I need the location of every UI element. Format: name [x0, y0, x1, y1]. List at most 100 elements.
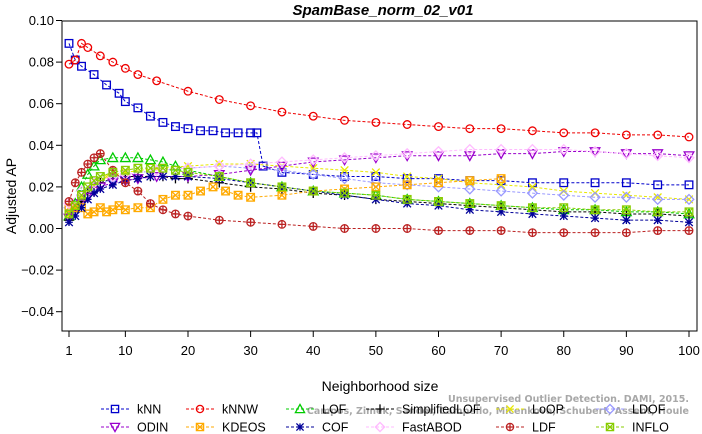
- data-point: [371, 168, 381, 177]
- data-point: [64, 59, 74, 69]
- data-point: [70, 55, 80, 65]
- data-point: [653, 193, 662, 202]
- x-tick-label: 30: [243, 343, 257, 358]
- data-point: [233, 128, 243, 138]
- data-point: [653, 215, 662, 225]
- data-point: [146, 172, 155, 181]
- data-point: [653, 180, 663, 190]
- legend-label: FastABOD: [402, 421, 462, 434]
- legend-item-kdeos: KDEOS: [186, 421, 266, 434]
- data-point: [158, 194, 168, 204]
- data-point: [340, 188, 350, 198]
- data-point: [402, 180, 412, 190]
- data-point: [133, 203, 143, 213]
- data-point: [338, 172, 351, 185]
- data-point: [621, 228, 631, 238]
- data-point: [77, 167, 86, 177]
- data-point: [96, 184, 105, 194]
- series-inflo: [64, 163, 694, 219]
- data-point: [370, 149, 382, 162]
- data-point: [64, 209, 74, 219]
- watermark: Unsupervised Outlier Detection. DAMI, 20…: [307, 394, 689, 417]
- data-point: [77, 203, 86, 212]
- legend-label: COF: [322, 421, 349, 434]
- data-point: [95, 172, 105, 181]
- series-line: [68, 43, 689, 186]
- watermark-line-2: Unsupervised Outlier Detection. DAMI, 20…: [448, 394, 689, 405]
- y-tick-label: 0.06: [29, 96, 54, 111]
- data-point: [221, 128, 231, 138]
- data-point: [621, 178, 631, 188]
- x-axis-label: Neighborhood size: [322, 378, 439, 394]
- data-point: [145, 199, 155, 208]
- data-point: [208, 126, 218, 136]
- legend-item-odin: ODIN: [101, 421, 168, 434]
- data-point: [589, 145, 601, 158]
- legend-marker: [109, 422, 121, 433]
- data-point: [277, 219, 287, 229]
- legend-marker: [505, 422, 515, 432]
- data-point: [653, 207, 663, 217]
- data-point: [133, 186, 143, 196]
- x-tick-label: 20: [181, 343, 195, 358]
- data-point: [77, 190, 86, 200]
- data-point: [183, 167, 193, 177]
- series-ldf: [64, 149, 694, 238]
- data-point: [340, 115, 350, 125]
- data-point: [527, 126, 537, 136]
- legend-item-loop: LoOP: [496, 403, 564, 417]
- data-point: [589, 191, 601, 204]
- data-point: [221, 186, 231, 196]
- data-point: [70, 178, 80, 188]
- data-point: [171, 172, 180, 181]
- legend-marker: [195, 422, 205, 432]
- data-point: [559, 203, 569, 213]
- plot-area: [61, 20, 698, 332]
- y-tick-label: 0.10: [29, 13, 54, 28]
- x-tick-label: 10: [118, 343, 132, 358]
- data-point: [277, 182, 287, 192]
- data-point: [590, 228, 600, 238]
- data-point: [246, 128, 256, 138]
- legend-marker: [374, 421, 386, 433]
- data-point: [196, 186, 205, 196]
- data-point: [277, 167, 287, 177]
- series-knn: [64, 38, 694, 190]
- data-point: [108, 167, 118, 177]
- data-point: [158, 205, 168, 215]
- data-point: [208, 182, 218, 192]
- data-point: [559, 211, 569, 221]
- data-point: [528, 182, 537, 192]
- data-point: [526, 149, 539, 160]
- x-tick-label: 90: [619, 343, 633, 358]
- series-layer: [63, 38, 695, 238]
- data-point: [684, 180, 694, 190]
- data-point: [120, 63, 130, 73]
- data-point: [559, 228, 569, 238]
- data-point: [653, 226, 663, 236]
- data-point: [133, 103, 143, 113]
- data-point: [340, 190, 349, 200]
- y-tick-label: 0.02: [29, 179, 54, 194]
- legend-marker: [110, 404, 120, 414]
- legend-item-simplifiedlof: SimplifiedLOF: [366, 403, 481, 417]
- data-point: [684, 207, 694, 217]
- data-point: [246, 217, 256, 227]
- data-point: [340, 166, 349, 175]
- data-point: [145, 111, 155, 121]
- data-point: [590, 178, 600, 188]
- data-point: [252, 128, 262, 138]
- data-point: [620, 191, 633, 204]
- data-point: [496, 207, 506, 217]
- legend-marker: [295, 422, 305, 432]
- data-point: [244, 165, 257, 177]
- data-point: [183, 124, 193, 134]
- data-point: [106, 151, 119, 163]
- data-point: [276, 156, 288, 168]
- data-point: [277, 190, 287, 200]
- legend-label: INFLO: [632, 421, 669, 434]
- data-point: [233, 190, 243, 200]
- data-point: [214, 215, 224, 225]
- data-point: [246, 101, 256, 111]
- data-point: [145, 163, 155, 173]
